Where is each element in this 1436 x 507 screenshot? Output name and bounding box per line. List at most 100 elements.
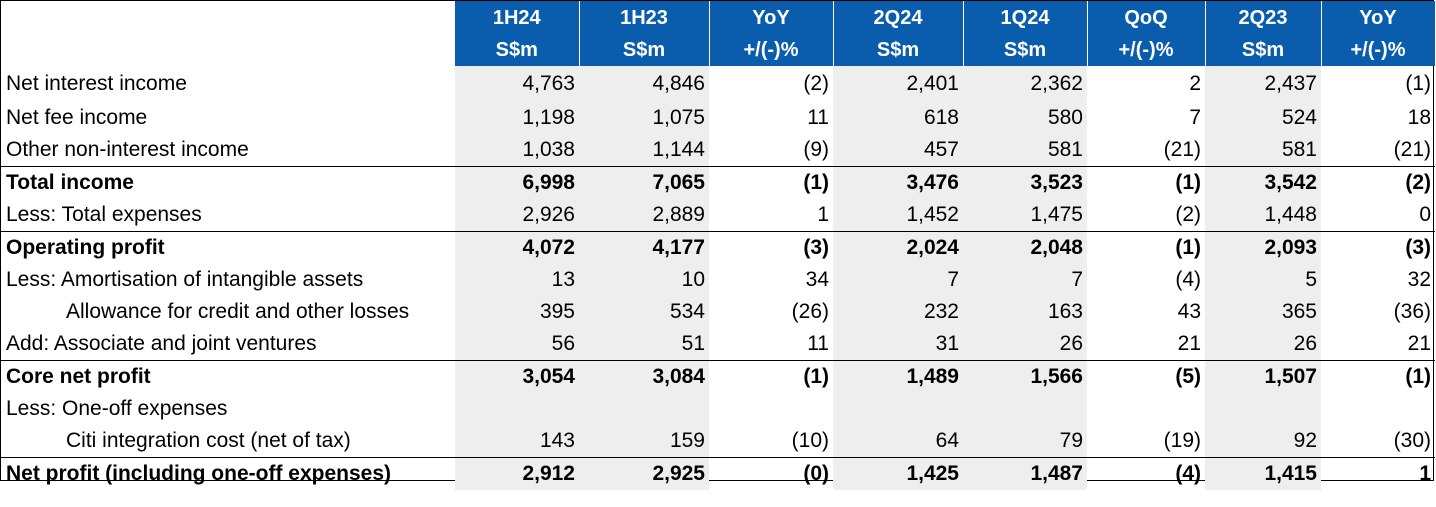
table-cell [1087, 393, 1205, 425]
row-label: Add: Associate and joint ventures [6, 332, 317, 355]
row-label: Citi integration cost (net of tax) [66, 429, 351, 452]
table-cell: (4) [1175, 268, 1201, 291]
table-row: Net profit (including one-off expenses) 2… [1, 457, 1435, 490]
column-header-unit: S$m [963, 35, 1088, 66]
table-cell: (1) [709, 360, 833, 393]
table-cell: (2) [1175, 203, 1201, 226]
table-cell: 31 [833, 328, 963, 361]
column-header-unit: +/(-)% [1321, 35, 1436, 66]
table-cell: 1,566 [963, 360, 1087, 393]
table-cell: (21) [1393, 138, 1431, 161]
row-label: Total income [1, 166, 455, 199]
table-cell: 7 [1189, 106, 1201, 129]
row-label: Less: Total expenses [6, 203, 202, 226]
table-cell: (5) [1087, 360, 1205, 393]
table-cell: 26 [1205, 328, 1321, 361]
table-cell: 2,401 [833, 66, 963, 102]
table-cell: 26 [963, 328, 1087, 361]
table-cell [1205, 393, 1321, 425]
table-cell: 79 [963, 425, 1087, 458]
table-cell: 32 [1407, 268, 1431, 291]
table-cell: 2,926 [455, 199, 579, 232]
table-cell: 524 [1205, 102, 1321, 134]
table-cell: 4,072 [455, 231, 579, 264]
table-row: Citi integration cost (net of tax) 143 159… [1, 425, 1435, 458]
header-row-period: 1H24 1H23 YoY 2Q24 1Q24 QoQ 2Q23 YoY [1, 1, 1436, 35]
table-cell: 11 [807, 332, 829, 355]
table-cell: 534 [579, 296, 709, 328]
table-cell: 34 [805, 268, 829, 291]
table-cell: 1,452 [833, 199, 963, 232]
table-cell: 2,024 [833, 231, 963, 264]
table-row: Less: Total expenses 2,926 2,889 1 1,452 1,47… [1, 199, 1435, 232]
table-cell: 3,054 [455, 360, 579, 393]
table-cell: 581 [1205, 134, 1321, 167]
table-cell: 1,425 [833, 457, 963, 490]
table-cell: 5 [1205, 264, 1321, 296]
table-row: Allowance for credit and other losses 395… [1, 296, 1435, 328]
table-cell: 1 [817, 203, 829, 226]
column-header-period: YoY [709, 1, 834, 35]
header-corner [1, 1, 455, 35]
table-row: Other non-interest income 1,038 1,144 (9) 45… [1, 134, 1435, 167]
row-label: Net interest income [6, 72, 187, 95]
column-header-period: 1H23 [579, 1, 710, 35]
column-header-unit: S$m [455, 35, 580, 66]
table-cell [709, 393, 833, 425]
table-cell: 51 [579, 328, 709, 361]
table-cell: (1) [1405, 72, 1431, 95]
table-cell: 92 [1205, 425, 1321, 458]
table-cell: 4,763 [455, 66, 579, 102]
column-header-period: 1H24 [455, 1, 580, 35]
table-cell: 56 [455, 328, 579, 361]
table-cell: 3,542 [1205, 166, 1321, 199]
table-row: Net interest income 4,763 4,846 (2) 2,401 2,3… [1, 66, 1435, 102]
column-header-unit: S$m [833, 35, 964, 66]
table-cell: 7 [833, 264, 963, 296]
table-cell: 10 [579, 264, 709, 296]
table-cell: (30) [1393, 429, 1431, 452]
table-row: Total income 6,998 7,065 (1) 3,476 3,523 (1) 3,… [1, 166, 1435, 199]
table-cell: 13 [455, 264, 579, 296]
table-cell: (21) [1163, 138, 1201, 161]
table-cell [579, 393, 709, 425]
table-cell: 2,093 [1205, 231, 1321, 264]
row-label: Core net profit [1, 360, 455, 393]
table-cell: 43 [1177, 300, 1201, 323]
row-label: Operating profit [1, 231, 455, 264]
table-cell: (4) [1087, 457, 1205, 490]
table-cell: (3) [1321, 231, 1435, 264]
table-cell: 1,487 [963, 457, 1087, 490]
table-cell: 365 [1205, 296, 1321, 328]
header-corner [1, 35, 455, 66]
column-header-unit: +/(-)% [709, 35, 834, 66]
table-cell: 580 [963, 102, 1087, 134]
table-cell: 2,889 [579, 199, 709, 232]
table-cell [833, 393, 963, 425]
column-header-period: YoY [1321, 1, 1436, 35]
table-cell: (26) [791, 300, 829, 323]
table-cell: (2) [1321, 166, 1435, 199]
table-cell: 3,523 [963, 166, 1087, 199]
table-cell: (0) [709, 457, 833, 490]
table-cell: 21 [1177, 332, 1201, 355]
table-cell: 2,912 [455, 457, 579, 490]
table-cell [455, 393, 579, 425]
table-cell: 163 [963, 296, 1087, 328]
row-label: Less: Amortisation of intangible assets [6, 268, 364, 291]
table-cell: 18 [1407, 106, 1431, 129]
table-cell: (2) [803, 72, 829, 95]
table-cell: (10) [791, 429, 829, 452]
table-cell: 0 [1419, 203, 1431, 226]
table-cell: 1,038 [455, 134, 579, 167]
table-cell: 1,198 [455, 102, 579, 134]
table-cell: (9) [803, 138, 829, 161]
table-cell: 21 [1407, 332, 1431, 355]
table-cell: 2,362 [963, 66, 1087, 102]
table-cell [1321, 393, 1435, 425]
table-row: Net fee income 1,198 1,075 11 618 580 7 524 18 [1, 102, 1435, 134]
table-cell: 395 [455, 296, 579, 328]
table-cell [963, 393, 1087, 425]
table-cell: (19) [1163, 429, 1201, 452]
table-row: Core net profit 3,054 3,084 (1) 1,489 1,566 (5… [1, 360, 1435, 393]
